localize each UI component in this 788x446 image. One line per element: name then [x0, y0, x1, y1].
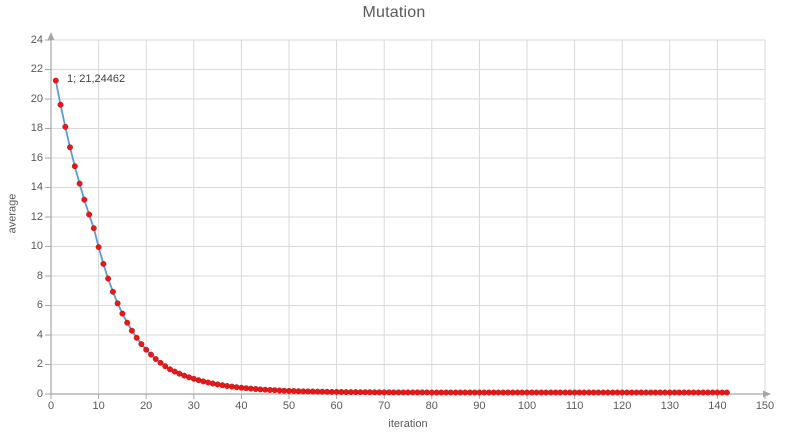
y-tick-label: 0: [36, 387, 43, 400]
x-tick-label: 130: [660, 400, 679, 412]
y-tick-label: 20: [30, 92, 43, 105]
data-point: [81, 196, 88, 203]
data-point: [238, 384, 245, 391]
data-point: [114, 300, 121, 307]
data-point: [200, 378, 207, 385]
data-point: [76, 180, 83, 187]
chart-title: Mutation: [362, 4, 426, 21]
data-point: [100, 260, 107, 267]
data-point: [224, 383, 231, 389]
y-tick-label: 22: [30, 63, 43, 75]
x-tick-label: 70: [378, 400, 391, 412]
y-tick-label: 14: [30, 181, 43, 193]
data-point: [157, 359, 164, 366]
x-tick-label: 120: [613, 400, 632, 412]
x-tick-label: 60: [330, 400, 343, 412]
x-tick-label: 0: [47, 400, 55, 412]
data-point: [167, 366, 173, 373]
first-point-data-label: 1; 21,24462: [67, 73, 126, 85]
data-point: [214, 381, 221, 388]
data-point: [152, 356, 159, 362]
y-tick-label: 6: [36, 299, 43, 311]
data-point: [105, 275, 112, 282]
series-line: [54, 79, 728, 394]
y-axis-title: average: [6, 193, 19, 234]
data-point: [143, 346, 150, 353]
data-point: [138, 341, 145, 348]
x-tick-label: 90: [473, 400, 486, 412]
data-point: [723, 389, 730, 396]
data-point: [133, 334, 140, 341]
data-point: [119, 310, 126, 317]
x-tick-label: 20: [140, 400, 153, 412]
data-point: [233, 384, 240, 391]
y-tick-label: 8: [36, 269, 43, 282]
data-point: [57, 101, 64, 108]
y-tick-label: 4: [36, 328, 43, 341]
x-tick-label: 80: [425, 400, 438, 412]
data-point: [109, 288, 116, 295]
x-tick-label: 150: [755, 400, 775, 412]
data-point: [67, 144, 73, 151]
data-point: [209, 380, 216, 387]
x-tick-label: 30: [187, 400, 200, 412]
data-point: [162, 363, 169, 370]
data-point: [190, 375, 197, 382]
data-point: [71, 163, 78, 170]
x-axis-arrow-icon: [763, 390, 771, 398]
x-tick-label: 110: [565, 400, 584, 412]
data-point: [128, 327, 135, 334]
y-tick-label: 24: [30, 33, 43, 46]
data-point: [52, 77, 59, 84]
y-axis-arrow-icon: [47, 32, 55, 40]
data-point: [148, 351, 154, 358]
x-tick-label: 40: [235, 400, 248, 412]
x-axis-title: iteration: [388, 418, 428, 430]
data-point: [90, 225, 97, 232]
y-tick-label: 18: [30, 122, 43, 134]
y-tick-label: 16: [30, 151, 43, 164]
x-tick-label: 100: [517, 400, 537, 412]
y-tick-label: 2: [36, 358, 43, 370]
data-point: [124, 319, 131, 326]
y-tick-label: 10: [30, 240, 43, 252]
data-point: [86, 211, 93, 218]
x-tick-label: 140: [708, 400, 727, 412]
y-tick-label: 12: [30, 210, 43, 223]
x-tick-label: 10: [92, 400, 105, 412]
x-tick-label: 50: [282, 400, 296, 412]
data-point: [62, 123, 69, 130]
data-point: [95, 244, 102, 251]
